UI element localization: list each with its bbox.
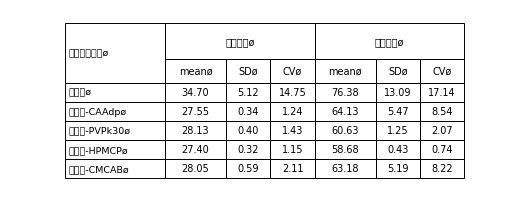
Bar (165, 159, 226, 178)
Text: 释花酸ø: 释花酸ø (69, 88, 91, 97)
Bar (226, 159, 270, 178)
Text: 63.18: 63.18 (331, 164, 359, 174)
Bar (420, 83, 464, 102)
Bar (226, 102, 270, 121)
Bar (315, 83, 376, 102)
Text: 1.15: 1.15 (282, 145, 303, 155)
Text: 17.14: 17.14 (428, 88, 456, 98)
Bar (64, 24, 165, 83)
Bar (376, 83, 420, 102)
Text: 28.05: 28.05 (182, 164, 209, 174)
Bar (226, 83, 270, 102)
Text: 2.11: 2.11 (282, 164, 303, 174)
Text: 28.13: 28.13 (182, 126, 209, 136)
Bar (376, 159, 420, 178)
Text: 27.55: 27.55 (182, 107, 209, 117)
Text: 1.43: 1.43 (282, 126, 303, 136)
Bar (165, 102, 226, 121)
Text: 1.24: 1.24 (282, 107, 303, 117)
Text: CVø: CVø (283, 66, 302, 76)
Bar (270, 59, 315, 83)
Bar (270, 102, 315, 121)
Bar (226, 140, 270, 159)
Bar (64, 121, 165, 140)
Text: 0.40: 0.40 (237, 126, 259, 136)
Text: 释花酸-CAAdpø: 释花酸-CAAdpø (69, 107, 126, 116)
Bar (270, 83, 315, 102)
Text: 60.63: 60.63 (331, 126, 359, 136)
Bar (64, 83, 165, 102)
Text: 5.47: 5.47 (387, 107, 409, 117)
Text: 5.12: 5.12 (237, 88, 259, 98)
Text: 58.68: 58.68 (331, 145, 359, 155)
Bar (376, 121, 420, 140)
Text: 0.43: 0.43 (387, 145, 409, 155)
Bar (165, 83, 226, 102)
Text: 0.59: 0.59 (237, 164, 259, 174)
Text: 异常指控ø: 异常指控ø (375, 37, 404, 47)
Bar (165, 140, 226, 159)
Bar (226, 59, 270, 83)
Text: 13.09: 13.09 (384, 88, 411, 98)
Text: 正常指控ø: 正常指控ø (225, 37, 254, 47)
Text: 释花酸-CMCABø: 释花酸-CMCABø (69, 164, 129, 173)
Text: SDø: SDø (238, 66, 258, 76)
Text: CVø: CVø (432, 66, 452, 76)
Bar (315, 59, 376, 83)
Text: 0.32: 0.32 (237, 145, 259, 155)
Text: SDø: SDø (388, 66, 408, 76)
Text: 14.75: 14.75 (279, 88, 307, 98)
Bar (64, 102, 165, 121)
Bar (64, 159, 165, 178)
Text: 释花酸-PVPk30ø: 释花酸-PVPk30ø (69, 126, 131, 135)
Bar (376, 59, 420, 83)
Text: 8.22: 8.22 (431, 164, 453, 174)
Bar (165, 121, 226, 140)
Bar (420, 140, 464, 159)
Text: meanø: meanø (179, 66, 212, 76)
Text: 1.25: 1.25 (387, 126, 409, 136)
Bar (64, 140, 165, 159)
Bar (165, 24, 315, 59)
Text: 释花酸化合物ø: 释花酸化合物ø (69, 49, 109, 58)
Bar (420, 121, 464, 140)
Bar (165, 59, 226, 83)
Bar (376, 102, 420, 121)
Bar (270, 140, 315, 159)
Text: 27.40: 27.40 (182, 145, 209, 155)
Text: 76.38: 76.38 (331, 88, 359, 98)
Bar (270, 159, 315, 178)
Bar (270, 121, 315, 140)
Bar (315, 140, 376, 159)
Bar (315, 121, 376, 140)
Text: 0.74: 0.74 (431, 145, 453, 155)
Bar (420, 59, 464, 83)
Text: 释花酸-HPMCPø: 释花酸-HPMCPø (69, 145, 128, 154)
Text: 2.07: 2.07 (431, 126, 453, 136)
Text: 34.70: 34.70 (182, 88, 209, 98)
Text: 5.19: 5.19 (387, 164, 409, 174)
Text: meanø: meanø (328, 66, 362, 76)
Bar (315, 24, 464, 59)
Text: 64.13: 64.13 (331, 107, 359, 117)
Bar (315, 102, 376, 121)
Bar (376, 140, 420, 159)
Text: 8.54: 8.54 (431, 107, 453, 117)
Bar (315, 159, 376, 178)
Text: 0.34: 0.34 (237, 107, 259, 117)
Bar (420, 159, 464, 178)
Bar (226, 121, 270, 140)
Bar (420, 102, 464, 121)
